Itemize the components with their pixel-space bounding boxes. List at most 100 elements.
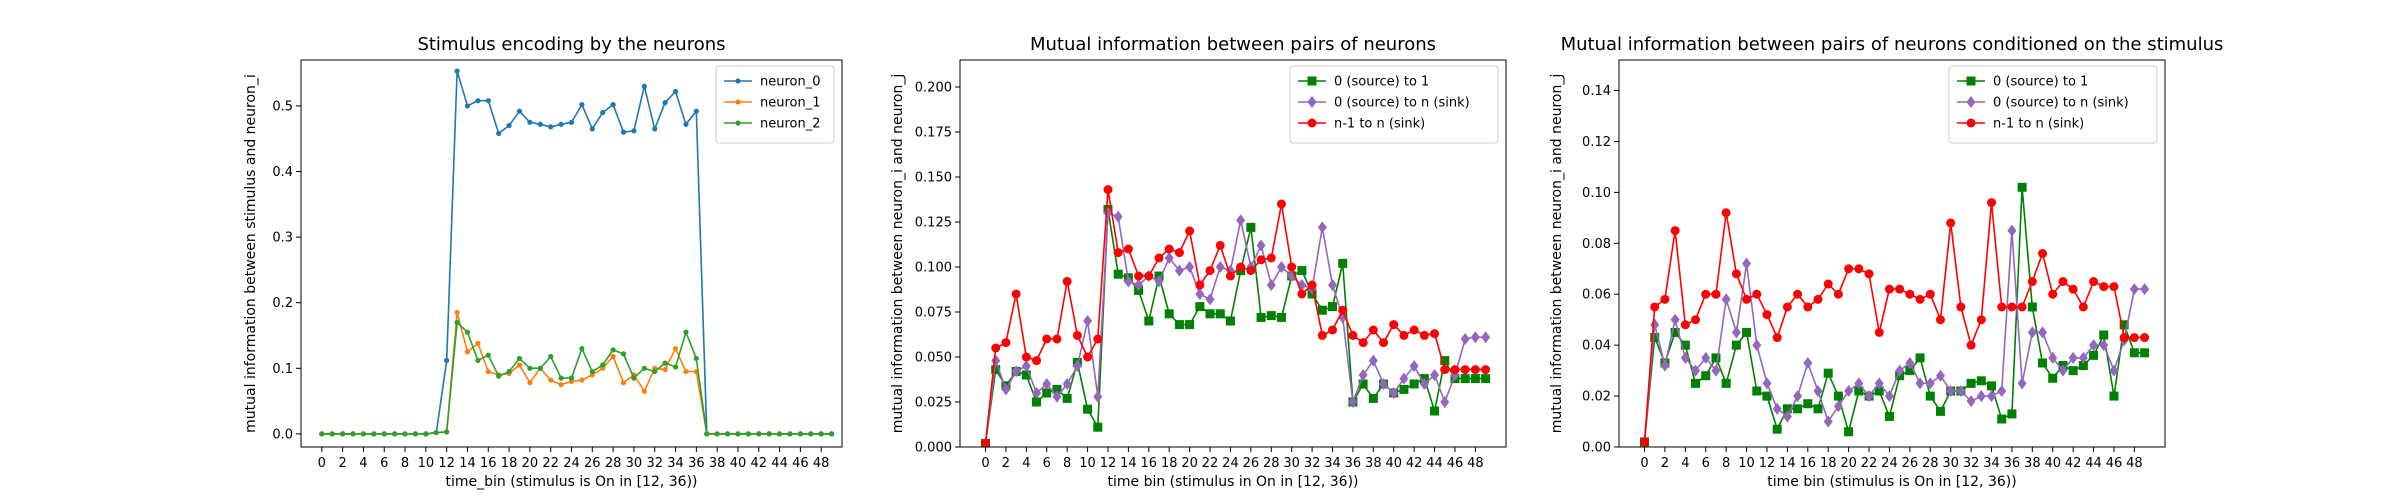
data-point-s3-8 bbox=[402, 431, 408, 437]
data-point-s2-45 bbox=[1440, 396, 1450, 408]
data-point-s2-22 bbox=[548, 377, 554, 383]
data-point-s3-24 bbox=[1884, 284, 1894, 294]
data-point-s3-10 bbox=[1083, 352, 1093, 362]
data-point-s3-48 bbox=[818, 431, 824, 437]
data-point-s3-4 bbox=[1680, 320, 1690, 330]
data-point-s2-47 bbox=[1460, 333, 1470, 345]
legend: 0 (source) to 1 0 (source) to n (sink) n-1… bbox=[1289, 65, 1499, 144]
data-point-s1-14 bbox=[464, 103, 471, 109]
data-point-s3-47 bbox=[808, 431, 814, 437]
data-point-s2-44 bbox=[1430, 369, 1440, 381]
data-point-s2-11 bbox=[1093, 390, 1103, 403]
y-axis-label: mutual information between neuron_i and … bbox=[1549, 74, 1565, 434]
data-point-s3-30 bbox=[1946, 218, 1956, 228]
data-point-s3-3 bbox=[1670, 226, 1680, 236]
x-tick-label: 40 bbox=[1385, 456, 1402, 471]
data-point-s3-26 bbox=[1246, 266, 1256, 276]
data-point-s1-49 bbox=[2140, 348, 2150, 358]
data-point-s1-21 bbox=[537, 121, 543, 127]
data-point-s2-1 bbox=[991, 354, 1001, 367]
data-point-s2-34 bbox=[672, 346, 679, 352]
data-point-s2-17 bbox=[1154, 275, 1164, 288]
x-tick-label: 32 bbox=[1963, 456, 1980, 471]
series-line-1 bbox=[1643, 187, 2145, 442]
y-tick-label: 0.14 bbox=[1582, 84, 1611, 99]
data-point-s2-14 bbox=[1123, 275, 1133, 288]
data-point-s2-3 bbox=[1670, 313, 1680, 326]
data-point-s1-32 bbox=[652, 126, 658, 132]
y-tick-label: 0.06 bbox=[1582, 288, 1611, 303]
data-point-s1-13 bbox=[454, 68, 460, 74]
x-tick-label: 2 bbox=[338, 456, 346, 471]
data-point-s3-44 bbox=[1430, 329, 1440, 339]
y-tick-label: 0.025 bbox=[915, 396, 952, 411]
data-point-s3-35 bbox=[683, 329, 689, 335]
data-point-s3-8 bbox=[1062, 276, 1072, 286]
x-tick-label: 42 bbox=[750, 456, 767, 471]
x-tick-label: 28 bbox=[1922, 456, 1939, 471]
data-point-s1-29 bbox=[1276, 312, 1286, 322]
data-point-s3-7 bbox=[392, 431, 398, 437]
data-point-s3-37 bbox=[1358, 338, 1368, 348]
data-point-s2-29 bbox=[1276, 261, 1286, 273]
data-point-s1-29 bbox=[1935, 406, 1945, 416]
data-point-s2-16 bbox=[485, 368, 491, 375]
data-point-s3-22 bbox=[548, 353, 554, 360]
x-tick-label: 38 bbox=[709, 456, 726, 471]
data-point-s3-14 bbox=[464, 329, 471, 335]
x-tick-label: 40 bbox=[730, 456, 747, 471]
data-point-s2-29 bbox=[620, 380, 627, 386]
data-point-s3-15 bbox=[1134, 271, 1144, 281]
x-tick-label: 8 bbox=[401, 456, 409, 471]
data-point-s2-49 bbox=[1481, 331, 1491, 344]
y-tick-label: 0.200 bbox=[915, 81, 952, 96]
data-point-s1-28 bbox=[1925, 391, 1935, 401]
data-point-s2-6 bbox=[1701, 351, 1711, 364]
data-point-s1-20 bbox=[527, 119, 533, 125]
data-point-s3-14 bbox=[1123, 244, 1133, 254]
data-point-s3-10 bbox=[423, 431, 429, 437]
data-point-s2-22 bbox=[1205, 293, 1215, 306]
data-point-s3-6 bbox=[1701, 289, 1711, 299]
data-point-s2-6 bbox=[1042, 378, 1052, 390]
data-point-s3-42 bbox=[1409, 325, 1419, 335]
x-tick-label: 2 bbox=[1661, 456, 1669, 471]
x-tick-label: 22 bbox=[542, 456, 559, 471]
x-tick-label: 16 bbox=[480, 456, 497, 471]
data-point-s1-23 bbox=[1215, 309, 1225, 319]
data-point-s3-32 bbox=[1966, 340, 1976, 350]
data-point-s3-15 bbox=[475, 357, 481, 364]
x-tick-label: 48 bbox=[813, 456, 830, 471]
data-point-s3-29 bbox=[620, 351, 627, 357]
data-point-s2-44 bbox=[2089, 339, 2099, 352]
data-point-s2-23 bbox=[1874, 377, 1884, 390]
x-tick-label: 30 bbox=[1283, 456, 1300, 471]
data-point-s3-45 bbox=[787, 431, 793, 437]
data-point-s3-25 bbox=[1236, 262, 1246, 272]
y-tick-label: 0.150 bbox=[915, 171, 952, 186]
data-point-s1-19 bbox=[516, 108, 523, 114]
data-point-s3-49 bbox=[2140, 333, 2150, 343]
data-point-s1-49 bbox=[1481, 374, 1491, 384]
data-point-s3-21 bbox=[1195, 280, 1205, 290]
data-point-s2-8 bbox=[1721, 293, 1731, 306]
legend-label-3: n-1 to n (sink) bbox=[1993, 117, 2084, 132]
x-tick-label: 16 bbox=[1800, 456, 1817, 471]
legend-box bbox=[1289, 65, 1499, 144]
x-tick-label: 4 bbox=[1022, 456, 1030, 471]
data-point-s3-36 bbox=[1348, 330, 1358, 340]
legend-label-1: 0 (source) to 1 bbox=[1334, 75, 1429, 90]
data-point-s3-9 bbox=[1072, 330, 1082, 340]
data-point-s2-9 bbox=[1731, 326, 1741, 339]
x-tick-label: 30 bbox=[626, 456, 643, 471]
data-point-s3-48 bbox=[1470, 365, 1480, 375]
data-point-s3-40 bbox=[2048, 289, 2058, 299]
x-tick-label: 46 bbox=[1447, 456, 1464, 471]
data-point-s1-31 bbox=[1297, 266, 1307, 276]
data-point-s3-21 bbox=[537, 365, 543, 371]
data-point-s1-45 bbox=[1440, 356, 1450, 366]
data-point-s3-33 bbox=[662, 360, 668, 366]
data-point-s1-8 bbox=[1721, 378, 1731, 388]
data-point-s3-33 bbox=[1976, 315, 1986, 325]
x-tick-label: 14 bbox=[459, 456, 476, 471]
